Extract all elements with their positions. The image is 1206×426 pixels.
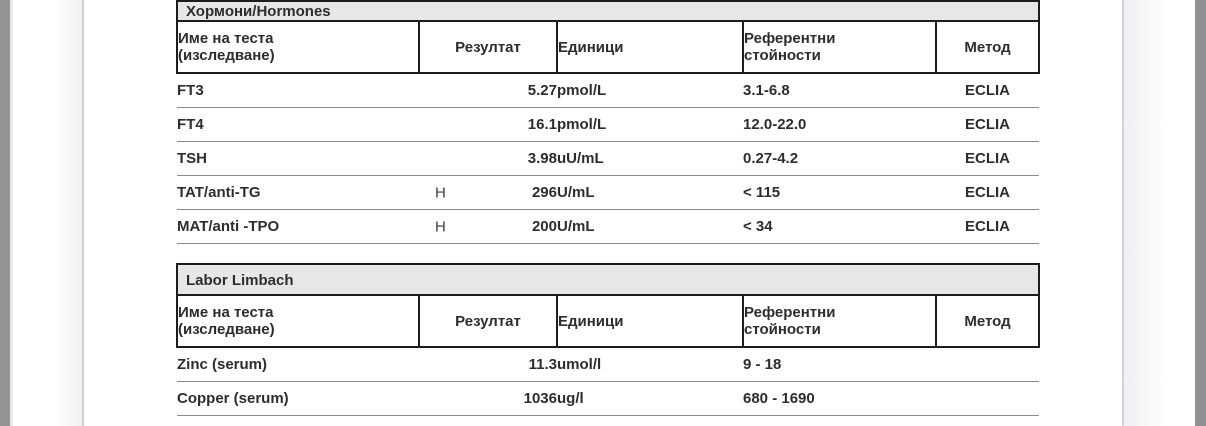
table-row-tsh: TSH 3.98 uU/mL 0.27-4.2 ECLIA — [177, 141, 1040, 176]
column-header-reference: Референтни стойности — [742, 294, 937, 348]
method-cell — [936, 347, 1040, 382]
lab-report-page: Хормони/Hormones Име на теста (изследван… — [84, 0, 1122, 426]
units-cell: ug/l — [557, 381, 743, 416]
result-cell: 5.27 — [419, 73, 557, 108]
column-header-result: Резултат — [418, 294, 558, 348]
method-cell: ECLIA — [936, 209, 1040, 244]
column-header-row: Име на теста (изследване) Резултат Едини… — [176, 294, 1041, 348]
column-header-test-name: Име на теста (изследване) — [176, 294, 420, 348]
result-value: 5.27 — [527, 82, 557, 99]
column-header-test-name: Име на теста (изследване) — [176, 20, 420, 74]
test-name-cell: Zinc (serum) — [177, 347, 419, 382]
table-title-row: Labor Limbach — [175, 263, 1041, 296]
labor-limbach-table-title: Labor Limbach — [175, 263, 1041, 296]
hormones-table: Хормони/Hormones Име на теста (изследван… — [175, 0, 1041, 244]
page-right-gutter-shadow — [1122, 0, 1195, 426]
units-cell: umol/l — [557, 347, 743, 382]
test-name-cell: TSH — [177, 141, 419, 176]
table-row-zinc: Zinc (serum) 11.3 umol/l 9 - 18 — [177, 347, 1040, 382]
result-value: 16.1 — [527, 116, 557, 133]
column-header-method: Метод — [934, 294, 1041, 348]
labor-limbach-table: Labor Limbach Име на теста (изследване) … — [175, 263, 1041, 416]
right-edge-strip — [1195, 0, 1206, 426]
result-cell: 16.1 — [419, 107, 557, 142]
method-cell: ECLIA — [936, 175, 1040, 210]
result-cell: H 296 — [419, 175, 557, 210]
table-title-row: Хормони/Hormones — [175, 0, 1041, 22]
reference-range-cell: < 115 — [743, 175, 936, 210]
method-cell: ECLIA — [936, 141, 1040, 176]
test-name-cell: TAT/anti-TG — [177, 175, 419, 210]
method-cell — [936, 381, 1040, 416]
result-value: 1036 — [523, 390, 557, 407]
page-left-gutter-shadow — [55, 0, 84, 426]
reference-range-cell: 680 - 1690 — [743, 381, 936, 416]
column-header-reference: Референтни стойности — [742, 20, 937, 74]
column-header-result: Резултат — [418, 20, 558, 74]
abnormal-flag-high: H — [435, 184, 446, 201]
abnormal-flag-high: H — [435, 218, 446, 235]
column-header-method: Метод — [934, 20, 1041, 74]
result-value: 200 — [531, 218, 557, 235]
table-row-ft4: FT4 16.1 pmol/L 12.0-22.0 ECLIA — [177, 107, 1040, 142]
result-value: 11.3 — [528, 356, 557, 373]
reference-range-cell: < 34 — [743, 209, 936, 244]
method-cell: ECLIA — [936, 107, 1040, 142]
units-cell: pmol/L — [557, 73, 743, 108]
units-cell: U/mL — [557, 175, 743, 210]
reference-range-cell: 0.27-4.2 — [743, 141, 936, 176]
table-row-tat-anti-tg: TAT/anti-TG H 296 U/mL < 115 ECLIA — [177, 175, 1040, 210]
units-cell: U/mL — [557, 209, 743, 244]
test-name-cell: Copper (serum) — [177, 381, 419, 416]
column-header-row: Име на теста (изследване) Резултат Едини… — [176, 20, 1041, 74]
column-header-units: Единици — [556, 294, 744, 348]
test-name-cell: FT4 — [177, 107, 419, 142]
result-cell: 3.98 — [419, 141, 557, 176]
left-edge-strip-highlight — [10, 0, 13, 426]
result-cell: H 200 — [419, 209, 557, 244]
result-value: 3.98 — [527, 150, 557, 167]
units-cell: pmol/L — [557, 107, 743, 142]
result-value: 296 — [531, 184, 557, 201]
column-header-units: Единици — [556, 20, 744, 74]
hormones-table-title: Хормони/Hormones — [175, 0, 1041, 22]
reference-range-cell: 9 - 18 — [743, 347, 936, 382]
result-cell: 11.3 — [419, 347, 557, 382]
reference-range-cell: 12.0-22.0 — [743, 107, 936, 142]
test-name-cell: MAT/anti -TPO — [177, 209, 419, 244]
test-name-cell: FT3 — [177, 73, 419, 108]
units-cell: uU/mL — [557, 141, 743, 176]
table-row-ft3: FT3 5.27 pmol/L 3.1-6.8 ECLIA — [177, 73, 1040, 108]
table-row-mat-anti-tpo: MAT/anti -TPO H 200 U/mL < 34 ECLIA — [177, 209, 1040, 244]
reference-range-cell: 3.1-6.8 — [743, 73, 936, 108]
table-row-copper: Copper (serum) 1036 ug/l 680 - 1690 — [177, 381, 1040, 416]
left-edge-strip — [0, 0, 10, 426]
result-cell: 1036 — [419, 381, 557, 416]
method-cell: ECLIA — [936, 73, 1040, 108]
